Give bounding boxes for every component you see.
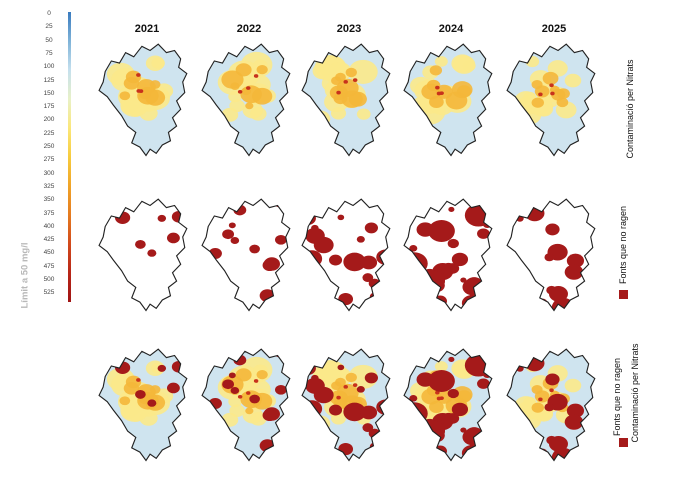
row1-label: Contaminació per Nitrats: [625, 59, 635, 159]
map-2021-row1: [98, 43, 188, 157]
map-2022-row2: [201, 198, 291, 312]
row3-legend-label: Fonts que no ragen: [612, 357, 622, 437]
map-2024-row1: [403, 43, 493, 157]
scale-tick: 475: [43, 262, 55, 270]
map-2024-row2: [403, 198, 493, 312]
scale-tick: 250: [43, 143, 55, 150]
map-2022-row1: [201, 43, 291, 157]
year-label-2025: 2025: [541, 23, 567, 35]
scale-tick: 100: [43, 63, 55, 71]
map-2024-row3: [403, 348, 493, 462]
scale-tick: 150: [43, 89, 55, 97]
row3-label: Contaminació per Nitrats: [630, 343, 640, 443]
scale-tick: 200: [43, 116, 55, 124]
map-2023-row3: [301, 348, 391, 462]
scale-tick: 450: [43, 249, 55, 257]
scale-tick: 275: [43, 156, 55, 164]
row2-legend-label: Fonts que no ragen: [618, 205, 628, 285]
map-2025-row2: [506, 198, 596, 312]
map-2021-row2: [98, 198, 188, 312]
scale-bar: [68, 12, 71, 302]
scale-tick: 425: [43, 236, 55, 244]
scale-tick: 525: [43, 289, 55, 297]
map-2025-row1: [506, 43, 596, 157]
scale-tick: 500: [43, 276, 55, 283]
map-2025-row3: [506, 348, 596, 462]
scale-tick: 225: [43, 129, 55, 137]
scale-tick: 325: [43, 182, 55, 190]
scale-tick: 0: [47, 10, 51, 17]
year-label-2022: 2022: [236, 23, 262, 35]
scale-tick: 375: [43, 209, 55, 217]
map-2023-row1: [301, 43, 391, 157]
row3-legend-swatch: [619, 438, 628, 447]
scale-tick: 25: [45, 23, 53, 31]
scale-tick: 350: [43, 196, 55, 204]
scale-tick: 400: [43, 222, 55, 230]
scale-tick: 300: [43, 169, 55, 177]
scale-tick: 50: [45, 36, 53, 44]
map-2021-row3: [98, 348, 188, 462]
scale-tick: 75: [45, 49, 53, 57]
color-scale: 0 25 50 75 100 125 150 175 200 225 250 275 300 325 350…: [0, 0, 60, 320]
map-2022-row3: [201, 348, 291, 462]
year-label-2024: 2024: [438, 23, 464, 35]
year-label-2023: 2023: [336, 23, 362, 35]
scale-tick: 175: [43, 103, 55, 111]
scale-tick: 125: [43, 76, 55, 84]
year-label-2021: 2021: [134, 23, 160, 35]
row2-legend-swatch: [619, 290, 628, 299]
map-2023-row2: [301, 198, 391, 312]
